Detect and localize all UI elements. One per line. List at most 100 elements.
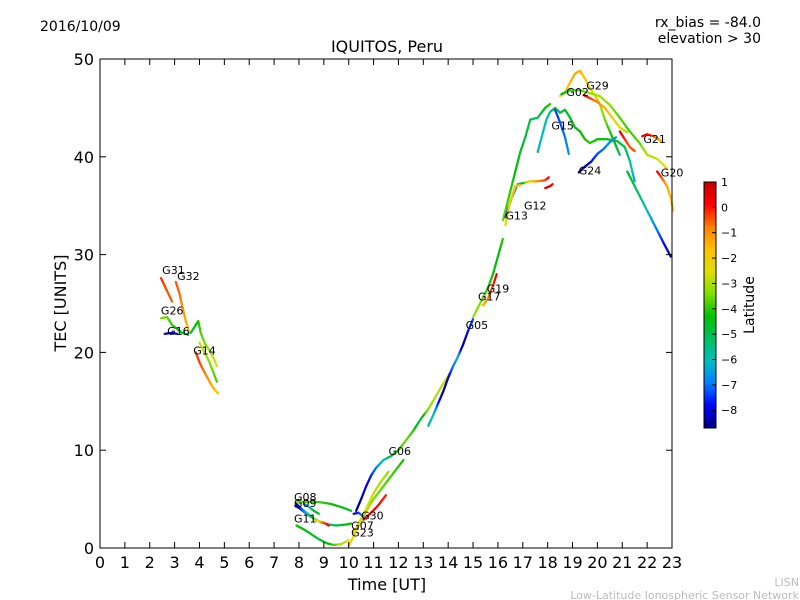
series-g20c	[618, 130, 636, 153]
y-tick-label: 50	[74, 50, 94, 69]
data-point	[664, 165, 669, 170]
data-point	[567, 149, 570, 155]
data-point	[624, 130, 629, 134]
y-tick-label: 0	[84, 539, 94, 558]
chart-title: IQUITOS, Peru	[331, 37, 443, 56]
series-g24	[577, 136, 618, 174]
series-g20b	[626, 170, 672, 258]
x-tick-label: 15	[463, 553, 483, 572]
series-g29b	[560, 89, 669, 170]
y-tick-label: 40	[74, 148, 94, 167]
footer-network: Low-Latitude Ionospheric Sensor Network	[570, 589, 799, 600]
satellite-label: G16	[167, 325, 190, 338]
series-g21	[641, 133, 664, 144]
satellite-label: G14	[193, 344, 216, 357]
satellite-label: G11	[294, 513, 317, 526]
colorbar-gradient	[703, 181, 717, 429]
data-point	[216, 391, 220, 395]
x-tick-label: 2	[145, 553, 155, 572]
x-tick-label: 5	[219, 553, 229, 572]
x-tick-label: 13	[413, 553, 433, 572]
elevation-label: elevation > 30	[658, 31, 761, 47]
colorbar-tick-label: −6	[721, 354, 737, 367]
series-g26	[159, 316, 190, 336]
data-point	[361, 514, 365, 518]
colorbar-tick-label: 1	[721, 176, 728, 189]
series-g13	[501, 102, 552, 222]
satellite-label: G08	[294, 491, 317, 504]
x-axis-title: Time [UT]	[347, 575, 426, 594]
data-point	[346, 539, 350, 542]
series-layer	[159, 69, 675, 548]
x-tick-label: 9	[319, 553, 329, 572]
x-tick-label: 4	[194, 553, 204, 572]
series-g17	[471, 237, 504, 319]
data-point	[215, 379, 218, 383]
x-tick-label: 18	[537, 553, 557, 572]
colorbar-title: Latitude	[742, 276, 758, 334]
colorbar-tick-label: −1	[721, 227, 737, 240]
x-tick-label: 7	[269, 553, 279, 572]
x-tick-label: 11	[363, 553, 383, 572]
x-tick-label: 22	[637, 553, 657, 572]
series-g23	[352, 470, 390, 535]
series-g05	[427, 318, 475, 427]
series-g32	[174, 280, 191, 334]
latitude-colorbar: 1 0 −1 −2 −3 −4 −5 −6 −7 −8	[703, 176, 737, 429]
data-point	[187, 329, 191, 334]
y-tick-label: 10	[74, 441, 94, 460]
satellite-label: G19	[487, 283, 510, 296]
plot-frame	[99, 58, 673, 549]
x-tick-label: 16	[488, 553, 508, 572]
data-point	[401, 458, 405, 463]
satellite-label: G32	[177, 270, 200, 283]
data-point	[170, 299, 174, 303]
satellite-label: G13	[505, 209, 528, 222]
series-g19b	[302, 502, 320, 515]
y-tick-label: 20	[74, 343, 94, 362]
satellite-label: G09	[294, 497, 317, 510]
data-point	[386, 470, 390, 475]
series-g14c	[198, 341, 218, 383]
colorbar-tick-label: −2	[721, 252, 737, 265]
series-g3b	[352, 511, 365, 518]
x-tick-label: 12	[388, 553, 408, 572]
series-g06	[355, 370, 452, 512]
x-tick-label: 14	[438, 553, 458, 572]
data-point	[383, 494, 388, 498]
x-tick-label: 0	[95, 553, 105, 572]
data-point	[617, 151, 621, 156]
colorbar-tick-label: −8	[721, 404, 737, 417]
x-tick-label: 19	[562, 553, 582, 572]
satellite-label: G24	[579, 164, 602, 177]
series-g14b	[194, 351, 220, 395]
series-g29	[582, 94, 629, 134]
x-tick-label: 21	[612, 553, 632, 572]
series-g-late	[544, 183, 554, 190]
x-tick-label: 8	[294, 553, 304, 572]
satellite-label: G23	[351, 526, 374, 539]
series-g14	[189, 320, 218, 368]
data-point	[471, 318, 475, 323]
series-g15b	[554, 108, 570, 155]
x-tick-label: 1	[120, 553, 130, 572]
colorbar-tick-label: −7	[721, 379, 737, 392]
series-g11	[295, 524, 350, 547]
footer-lisn: LISN	[774, 576, 799, 589]
colorbar-tick-label: 0	[721, 201, 728, 214]
data-point	[548, 102, 552, 106]
satellite-label: G31	[162, 264, 185, 277]
x-tick-label: 10	[339, 553, 359, 572]
satellite-label: G07	[351, 519, 374, 532]
colorbar-tick-label: −5	[721, 328, 737, 341]
satellite-label: G30	[361, 510, 384, 523]
satellite-label: G05	[466, 319, 489, 332]
satellite-label: G17	[478, 291, 501, 304]
series-g31	[159, 276, 174, 303]
x-tick-label: 23	[662, 553, 682, 572]
series-g12b	[504, 184, 522, 227]
series-g08	[295, 500, 353, 512]
rx-bias-label: rx_bias = -84.0	[655, 15, 761, 31]
